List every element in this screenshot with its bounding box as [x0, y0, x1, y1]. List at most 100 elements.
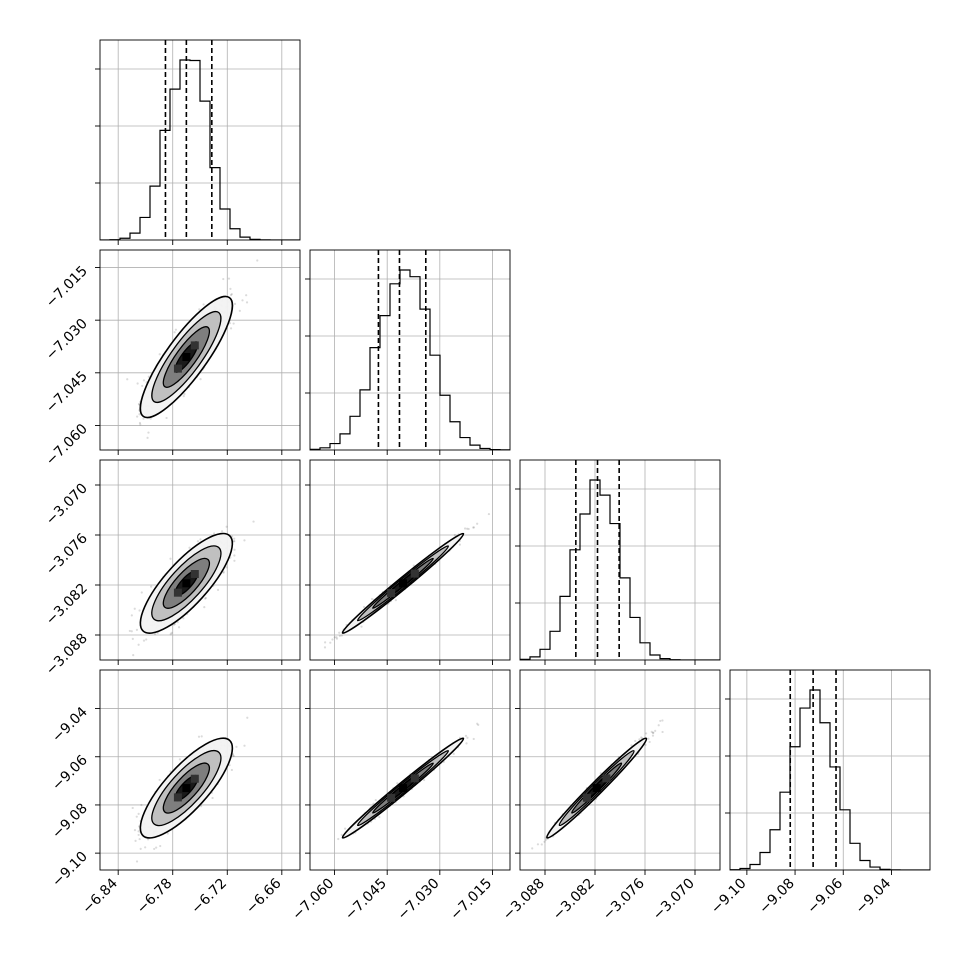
scatter-panel-4-1	[131, 716, 249, 863]
density-peak	[182, 579, 191, 588]
sample-point	[378, 815, 381, 819]
sample-point	[142, 417, 145, 420]
sample-point	[140, 591, 143, 594]
scatter-frame-4-3	[519, 669, 721, 871]
sample-point	[233, 554, 236, 557]
sample-point	[233, 548, 236, 551]
sample-point	[137, 402, 141, 406]
sample-point	[130, 630, 133, 633]
sample-point	[216, 588, 220, 592]
sample-point	[256, 259, 259, 262]
sample-point	[343, 827, 347, 830]
sample-point	[463, 527, 467, 530]
density-peak	[398, 784, 407, 793]
sample-point	[464, 734, 468, 737]
sample-point	[661, 719, 664, 722]
scatter-frame-3-2	[309, 459, 511, 661]
sample-point	[337, 837, 340, 841]
sample-point	[204, 596, 207, 600]
density-peak	[582, 793, 591, 802]
density-peak	[410, 569, 419, 578]
sample-point	[153, 632, 157, 636]
sample-point	[394, 599, 397, 602]
sample-point	[145, 638, 148, 641]
y-tick-label: −9.08	[49, 800, 91, 842]
scatter-panel-2-1	[106, 259, 259, 450]
y-tick-label: −3.076	[43, 530, 91, 578]
sample-point	[134, 839, 137, 842]
density-peak	[182, 353, 191, 362]
sample-point	[177, 626, 181, 629]
y-tick-label: −7.045	[43, 368, 91, 416]
sample-point	[476, 722, 479, 725]
sample-point	[196, 540, 200, 543]
sample-point	[222, 571, 225, 574]
sample-point	[544, 838, 547, 842]
sample-point	[132, 654, 135, 657]
sample-point	[225, 525, 228, 528]
y-tick-label: −7.015	[43, 263, 91, 311]
sample-point	[229, 287, 232, 290]
scatter-frame-2-1	[99, 249, 301, 451]
sample-point	[650, 730, 653, 733]
sample-point	[232, 754, 235, 758]
panel-grid-3-2	[515, 670, 720, 875]
sample-point	[647, 737, 650, 740]
sample-point	[137, 830, 140, 833]
sample-point	[374, 798, 377, 802]
sample-point	[466, 736, 469, 739]
sample-point	[340, 634, 343, 637]
sample-point	[169, 633, 172, 636]
sample-point	[147, 431, 150, 434]
sample-point	[235, 745, 238, 748]
sample-point	[230, 293, 233, 296]
sample-point	[139, 847, 142, 850]
sample-point	[360, 625, 363, 628]
sample-point	[199, 378, 202, 381]
histogram-frame-4	[729, 669, 931, 871]
density-peak	[602, 774, 611, 783]
y-tick-label: −3.088	[43, 631, 91, 679]
sample-point	[135, 860, 139, 863]
x-tick-label: −9.04	[853, 875, 895, 917]
sample-point	[211, 796, 214, 800]
sample-point	[230, 768, 233, 772]
sample-point	[182, 394, 185, 398]
sample-point	[238, 309, 241, 312]
sample-point	[540, 843, 543, 846]
sample-point	[199, 805, 203, 808]
sample-point	[467, 527, 470, 531]
x-tick-label: −7.045	[342, 876, 390, 924]
sample-point	[150, 585, 153, 588]
sample-point	[222, 277, 225, 281]
sample-point	[170, 631, 173, 635]
histogram-panel-4	[730, 670, 930, 870]
sample-point	[453, 533, 456, 537]
density-peak	[182, 784, 191, 793]
x-tick-label: −9.10	[708, 876, 750, 918]
sample-point	[197, 735, 201, 738]
sample-point	[245, 301, 249, 304]
sample-point	[126, 378, 129, 381]
sample-point	[220, 530, 224, 533]
sample-point	[396, 782, 399, 785]
sample-point	[246, 716, 249, 719]
sample-point	[472, 526, 475, 529]
sample-point	[131, 637, 134, 640]
density-peak	[387, 589, 396, 598]
sample-point	[657, 724, 660, 727]
sample-point	[472, 737, 475, 741]
scatter-frame-4-1	[99, 669, 301, 871]
sample-point	[638, 738, 641, 741]
sample-point	[652, 731, 655, 734]
sample-point	[131, 806, 134, 810]
sample-point	[199, 538, 202, 541]
sample-point	[158, 353, 161, 356]
sample-point	[198, 308, 201, 311]
sample-point	[159, 844, 162, 848]
sample-point	[412, 564, 415, 567]
sample-point	[130, 614, 133, 617]
density-peak	[173, 364, 182, 373]
sample-point	[651, 734, 655, 737]
x-tick-label: −3.082	[550, 876, 598, 924]
